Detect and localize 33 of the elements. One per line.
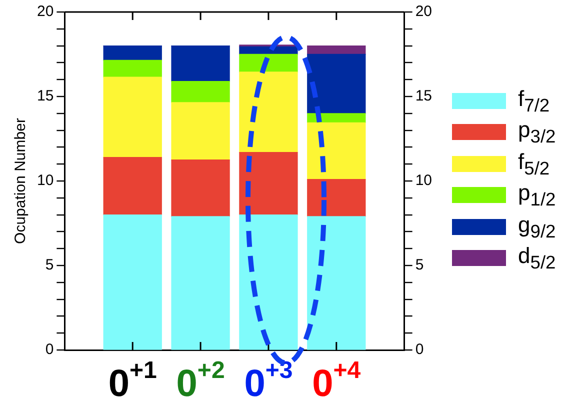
bar (171, 216, 230, 350)
y2-tick-label: 20 (415, 3, 432, 20)
bar (103, 45, 162, 60)
bar (103, 60, 162, 78)
bar (171, 80, 230, 103)
bar (171, 102, 230, 160)
bar (171, 160, 230, 217)
legend-label: d$_{5/2}$ (518, 243, 556, 274)
bar (103, 76, 162, 158)
bar (103, 214, 162, 350)
y-tick-label: 0 (45, 341, 54, 358)
y-tick-label: 20 (36, 3, 54, 20)
y2-tick-label: 10 (415, 172, 432, 190)
y2-tick-label: 5 (415, 256, 424, 274)
legend-label: p$_{1/2}$ (518, 180, 556, 210)
y-tick-label: 10 (36, 172, 54, 190)
legend-label: p$_{3/2}$ (518, 117, 556, 148)
bar (307, 54, 366, 114)
bar (307, 45, 366, 55)
bar (239, 152, 298, 216)
bar (171, 45, 230, 82)
legend-label: f$_{5/2}$ (518, 148, 550, 179)
y2-tick-label: 0 (415, 341, 424, 358)
y-tick-label: 15 (36, 88, 54, 105)
legend-label: f$_{7/2}$ (518, 86, 550, 116)
y2-tick-label: 15 (415, 88, 432, 105)
y-tick-label: 5 (45, 256, 54, 274)
bar (307, 122, 366, 180)
bar (307, 178, 366, 217)
bar (239, 72, 298, 153)
legend-label: g$_{9/2}$ (518, 212, 556, 242)
y-axis-title: Ocupation Number (12, 118, 30, 244)
bar (103, 157, 162, 216)
